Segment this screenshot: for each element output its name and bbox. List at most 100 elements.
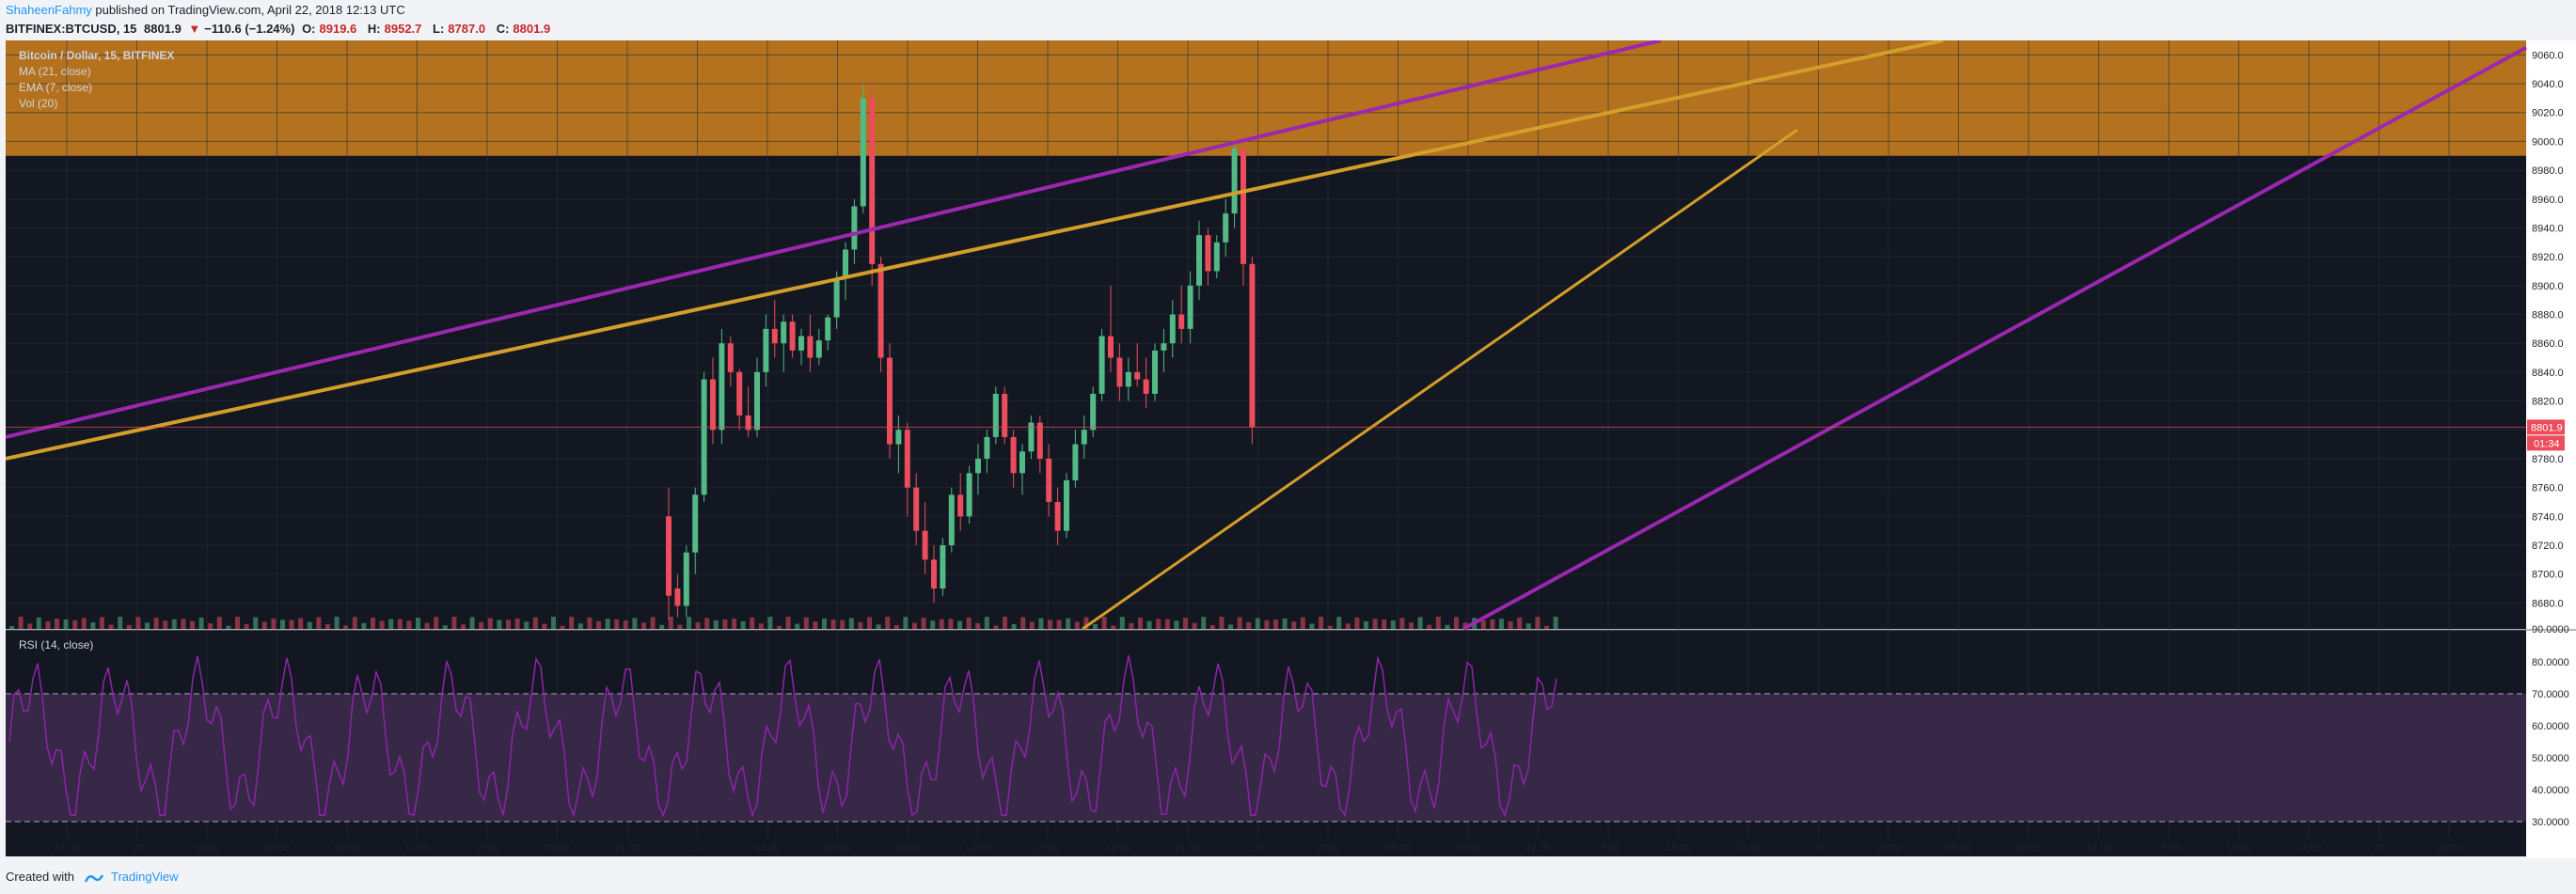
- volume-bar: [695, 622, 701, 629]
- volume-bar: [577, 623, 583, 629]
- volume-bar: [226, 625, 231, 629]
- chart-area[interactable]: 9060.0 9040.0 9020.0 9000.0 8980.0 8960.0 8940…: [5, 39, 2576, 858]
- volume-bar: [1499, 619, 1504, 629]
- volume-bar: [198, 617, 204, 629]
- volume-bar: [307, 621, 312, 629]
- rsi-legend: RSI (14, close): [19, 638, 94, 651]
- candle-body: [851, 206, 858, 250]
- tradingview-brand-link[interactable]: TradingView: [111, 870, 179, 884]
- volume-bar: [361, 622, 367, 629]
- x-tick-label: 21: [691, 842, 703, 854]
- volume-bar: [216, 617, 222, 629]
- price-chart-svg[interactable]: 9060.0 9040.0 9020.0 9000.0 8980.0 8960.0 8940…: [5, 39, 2576, 858]
- volume-bar: [840, 620, 845, 629]
- volume-bar: [1003, 617, 1007, 629]
- candle-body: [719, 343, 725, 431]
- y-tick-label: 9060.0: [2532, 50, 2564, 61]
- volume-bar: [677, 624, 683, 629]
- x-tick-label: 09:00: [2015, 842, 2042, 854]
- volume-bar: [1535, 617, 1541, 629]
- y-tick-label: 8680.0: [2532, 598, 2564, 609]
- candle-body: [727, 343, 734, 372]
- volume-bar: [451, 617, 457, 629]
- x-tick-label: 20: [131, 842, 142, 854]
- rsi-tick-label: 40.0000: [2532, 785, 2569, 796]
- x-tick-label: 12:00: [1525, 842, 1552, 854]
- candle-body: [1010, 436, 1017, 474]
- volume-bar: [261, 621, 267, 629]
- volume-bar: [1146, 620, 1152, 629]
- volume-bar: [118, 617, 123, 629]
- y-tick-label: 9040.0: [2532, 79, 2564, 90]
- volume-bar: [1138, 617, 1143, 629]
- volume-bar: [271, 618, 277, 629]
- volume-bar: [1364, 620, 1368, 629]
- low-label: L:: [433, 22, 445, 36]
- change-value: −110.6 (−1.24%): [204, 22, 295, 36]
- volume-bar: [135, 617, 141, 629]
- last-price: 8801.9: [144, 22, 182, 36]
- rsi-line: [8, 655, 1557, 818]
- rsi-tick-label: 60.0000: [2532, 721, 2569, 732]
- x-tick-label: 03:00: [1315, 842, 1341, 854]
- x-tick-label: 15:00: [1035, 842, 1061, 854]
- candle-body: [895, 430, 902, 445]
- x-tick-label: 18:00: [1105, 842, 1131, 854]
- candle-body: [931, 559, 937, 589]
- candle-body: [1090, 393, 1097, 431]
- candle-body: [1098, 336, 1105, 394]
- volume-bar: [1490, 619, 1495, 629]
- volume-bar: [966, 617, 972, 629]
- volume-bar: [1101, 617, 1107, 629]
- candle-body: [1152, 350, 1158, 394]
- volume-bar: [668, 617, 673, 629]
- volume-bar: [108, 624, 114, 629]
- volume-bar: [1011, 623, 1017, 629]
- volume-bar: [190, 620, 195, 629]
- volume-bar: [659, 624, 665, 629]
- candle-body: [1064, 479, 1069, 531]
- publish-info: ShaheenFahmy published on TradingView.co…: [6, 3, 405, 17]
- x-tick-label: 12:00: [404, 842, 431, 854]
- volume-bar: [397, 619, 403, 629]
- volume-bar: [542, 623, 547, 629]
- volume-bar: [181, 619, 186, 629]
- x-tick-label: 21:00: [1175, 842, 1201, 854]
- y-tick-label: 8980.0: [2532, 165, 2564, 177]
- last-price-badge: [2527, 419, 2565, 435]
- volume-bar: [1192, 622, 1197, 629]
- candle-body: [745, 415, 751, 431]
- volume-bar: [9, 626, 14, 629]
- volume-bar: [171, 619, 177, 629]
- volume-bar: [758, 623, 764, 629]
- x-tick-label: 06:00: [264, 842, 291, 854]
- candle-body: [1134, 371, 1141, 380]
- volume-bar: [63, 620, 69, 629]
- volume-bar: [1056, 620, 1062, 629]
- candle-body: [692, 494, 699, 553]
- volume-bar: [569, 617, 575, 629]
- volume-bar: [704, 618, 710, 629]
- volume-bar: [587, 617, 593, 629]
- volume-bar: [1382, 619, 1387, 629]
- x-tick-label: 06:00: [825, 842, 851, 854]
- volume-bar: [126, 624, 132, 629]
- volume-bar: [371, 618, 375, 629]
- volume-bar: [560, 625, 565, 629]
- volume-bar: [795, 623, 800, 629]
- volume-bar: [442, 625, 448, 629]
- volume-bar: [948, 619, 954, 629]
- y-tick-label: 8740.0: [2532, 511, 2564, 523]
- candle-body: [860, 98, 866, 207]
- candle-body: [966, 473, 972, 517]
- candle-body: [1143, 379, 1149, 394]
- volume-bar: [352, 617, 357, 629]
- candle-body: [940, 545, 946, 589]
- volume-bar: [1345, 623, 1351, 629]
- x-tick-label: 09:00: [334, 842, 360, 854]
- candle-body: [984, 436, 990, 459]
- volume-bar: [1445, 624, 1450, 629]
- volume-bar: [163, 620, 168, 629]
- author-link[interactable]: ShaheenFahmy: [6, 3, 92, 17]
- orange-trendline-upper: [5, 39, 1944, 461]
